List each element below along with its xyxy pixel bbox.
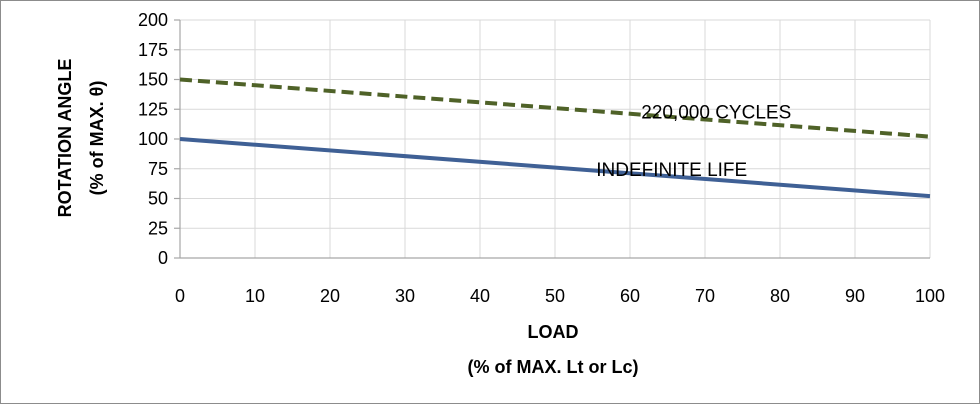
series-line-indefinite-life (179, 137, 931, 199)
x-tick-label: 50 (545, 286, 565, 306)
grid-lines (180, 19, 931, 258)
x-tick-label: 10 (245, 286, 265, 306)
series-label-indefinite-life: INDEFINITE LIFE (596, 160, 747, 181)
x-tick-label: 30 (395, 286, 415, 306)
y-tick-label: 25 (148, 218, 168, 238)
series-lines (179, 77, 931, 199)
y-tick-label: 175 (138, 40, 168, 60)
x-tick-label: 80 (770, 286, 790, 306)
y-tick-label: 150 (138, 70, 168, 90)
x-tick-label: 70 (695, 286, 715, 306)
x-tick-label: 60 (620, 286, 640, 306)
y-tick-label: 100 (138, 129, 168, 149)
series-labels: 220,000 CYCLES INDEFINITE LIFE (596, 102, 791, 181)
x-tick-label: 90 (845, 286, 865, 306)
y-axis-title-line-2: (% of MAX. θ) (87, 81, 107, 196)
x-axis-title-line-1: LOAD (528, 322, 579, 342)
axes (174, 19, 930, 259)
y-tick-label: 125 (138, 99, 168, 119)
x-tick-label: 0 (175, 286, 185, 306)
y-axis-title-line-1: ROTATION ANGLE (55, 59, 75, 218)
series-label-cycles: 220,000 CYCLES (641, 102, 791, 123)
x-tick-label: 100 (915, 286, 945, 306)
x-tick-label: 40 (470, 286, 490, 306)
x-tick-label: 20 (320, 286, 340, 306)
tick-labels: 0 25 50 75 100 125 150 175 200 0 10 20 30 40 50 60 70 80 9… (138, 10, 945, 306)
y-tick-label: 200 (138, 10, 168, 30)
x-axis-title-line-2: (% of MAX. Lt or Lc) (468, 357, 639, 377)
y-tick-label: 75 (148, 159, 168, 179)
y-tick-label: 0 (158, 248, 168, 268)
y-tick-label: 50 (148, 189, 168, 209)
